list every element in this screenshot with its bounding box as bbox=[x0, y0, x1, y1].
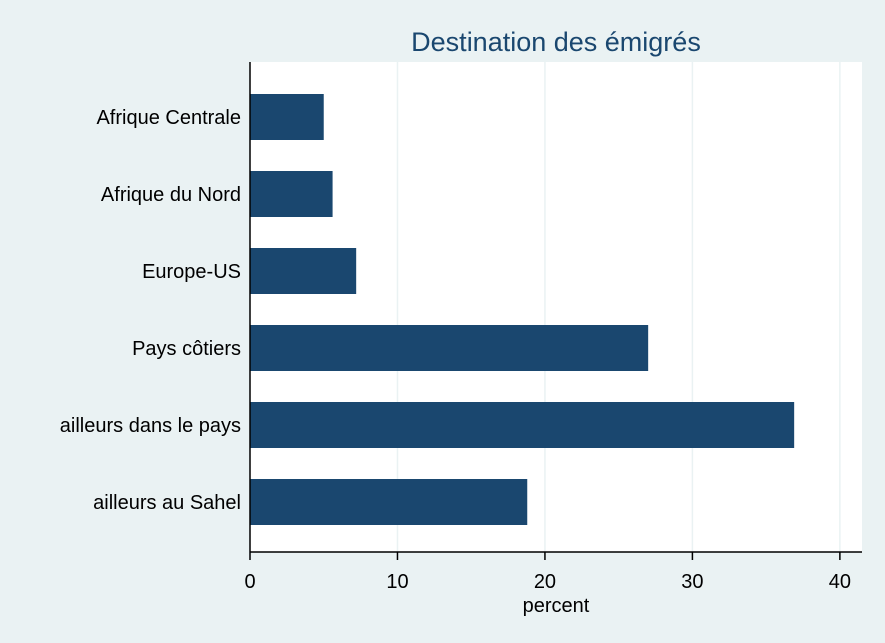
category-label: Pays côtiers bbox=[132, 338, 241, 360]
bar bbox=[250, 402, 795, 448]
bar bbox=[250, 94, 324, 140]
category-label: ailleurs au Sahel bbox=[93, 492, 241, 514]
x-tick-label: 10 bbox=[386, 571, 408, 593]
x-tick-label: 30 bbox=[681, 571, 703, 593]
category-label: ailleurs dans le pays bbox=[60, 415, 241, 437]
x-tick-label: 40 bbox=[829, 571, 851, 593]
bar bbox=[250, 479, 528, 525]
category-labels: Afrique Centrale Afrique du Nord Europe-US… bbox=[60, 107, 241, 514]
category-label: Europe-US bbox=[142, 261, 241, 283]
chart-title: Destination des émigrés bbox=[411, 27, 701, 57]
x-axis-title: percent bbox=[523, 595, 590, 617]
x-tick-label: 20 bbox=[534, 571, 556, 593]
plot-area bbox=[250, 62, 862, 552]
category-label: Afrique Centrale bbox=[96, 107, 241, 129]
category-label: Afrique du Nord bbox=[101, 184, 241, 206]
bar bbox=[250, 248, 357, 294]
bar bbox=[250, 171, 333, 217]
gridlines bbox=[396, 62, 841, 552]
x-axis-ticks: 0 10 20 30 40 bbox=[244, 552, 851, 593]
bar bbox=[250, 325, 649, 371]
x-tick-label: 0 bbox=[244, 571, 255, 593]
bars bbox=[250, 94, 795, 525]
